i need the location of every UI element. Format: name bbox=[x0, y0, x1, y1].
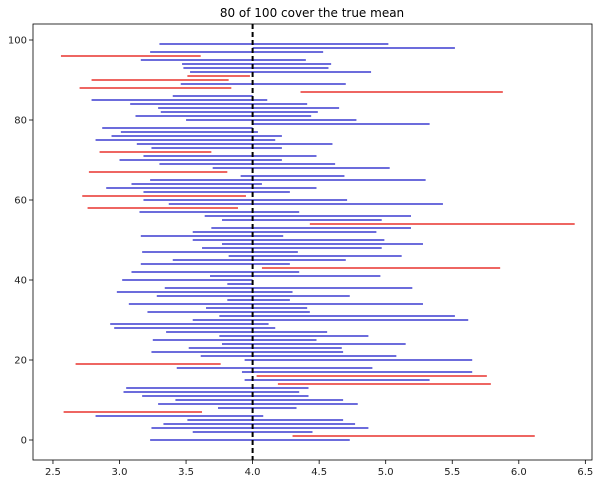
x-tick-label: 6.0 bbox=[511, 467, 527, 478]
y-axis: 0 20 40 60 80 100 bbox=[8, 36, 33, 447]
y-tick-label: 60 bbox=[14, 196, 27, 207]
x-tick-label: 5.5 bbox=[444, 467, 460, 478]
y-tick-label: 80 bbox=[14, 116, 27, 127]
x-tick-label: 2.5 bbox=[45, 467, 61, 478]
x-tick-label: 4.5 bbox=[311, 467, 327, 478]
x-tick-label: 3.0 bbox=[112, 467, 128, 478]
y-tick-label: 40 bbox=[14, 276, 27, 287]
y-tick-label: 100 bbox=[8, 36, 27, 47]
intervals-group bbox=[60, 43, 575, 441]
plot-frame bbox=[32, 23, 593, 461]
y-tick-label: 0 bbox=[21, 436, 27, 447]
chart-title: 80 of 100 cover the true mean bbox=[220, 6, 404, 20]
x-tick-label: 5.0 bbox=[378, 467, 394, 478]
x-axis: 2.5 3.0 3.5 4.0 4.5 5.0 5.5 6.0 6.5 bbox=[45, 460, 593, 478]
x-tick-label: 6.5 bbox=[577, 467, 593, 478]
x-tick-label: 4.0 bbox=[245, 467, 261, 478]
x-tick-label: 3.5 bbox=[178, 467, 194, 478]
y-tick-label: 20 bbox=[14, 356, 27, 367]
